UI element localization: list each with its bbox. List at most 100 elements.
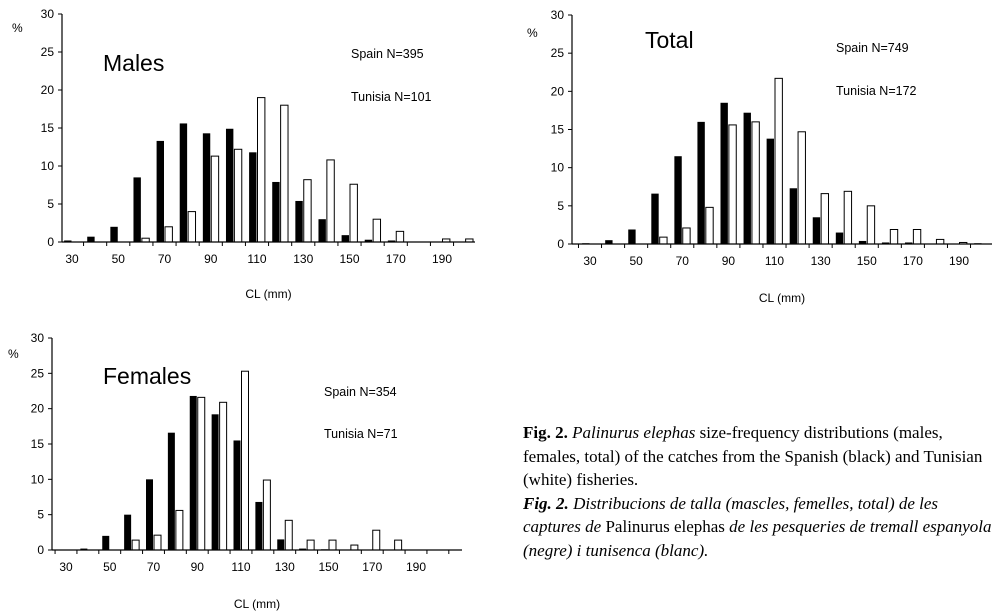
- y-tick-label: 0: [37, 543, 44, 557]
- bar-tunisia-120: [797, 131, 806, 245]
- bar-tunisia-160: [889, 228, 899, 245]
- bar-spain-90: [202, 133, 211, 242]
- bar-spain-40: [605, 240, 613, 244]
- bar-spain-60: [651, 193, 659, 244]
- bar-spain-70: [146, 479, 153, 550]
- y-tick-label: 30: [31, 331, 45, 345]
- caption-ca-label: Fig. 2.: [523, 493, 569, 513]
- x-tick-label: 110: [247, 252, 266, 266]
- bar-tunisia-140: [326, 159, 335, 243]
- bar-spain-70: [674, 156, 682, 244]
- y-tick-label: 5: [37, 508, 44, 522]
- bar-spain-120: [789, 188, 798, 244]
- bar-spain-60: [133, 177, 141, 242]
- spain-n-label: Spain N=749: [836, 41, 909, 55]
- bar-spain-50: [102, 535, 110, 550]
- bar-spain-30: [64, 240, 72, 242]
- x-tick-label: 30: [65, 252, 79, 266]
- x-tick-label: 130: [293, 252, 313, 266]
- y-tick-label: 10: [41, 159, 55, 173]
- y-tick-label: 25: [551, 46, 565, 60]
- bar-tunisia-70: [682, 227, 691, 245]
- bar-spain-140: [835, 232, 844, 244]
- bar-tunisia-110: [241, 370, 249, 551]
- x-tick-label: 30: [583, 254, 597, 268]
- x-tick-label: 30: [59, 560, 73, 574]
- bar-spain-100: [211, 414, 219, 550]
- bar-tunisia-170: [372, 529, 381, 551]
- bar-tunisia-110: [774, 77, 783, 245]
- bar-spain-120: [255, 501, 263, 550]
- x-tick-label: 50: [103, 560, 117, 574]
- bar-spain-90: [189, 395, 197, 550]
- y-tick-label: 30: [551, 8, 565, 22]
- y-tick-label: 15: [41, 121, 55, 135]
- x-tick-label: 170: [362, 560, 382, 574]
- x-tick-label: 50: [629, 254, 643, 268]
- caption-en-label: Fig. 2.: [523, 423, 568, 442]
- y-axis-label: %: [8, 347, 19, 361]
- spain-n-label: Spain N=354: [324, 385, 397, 399]
- x-tick-label: 150: [339, 252, 359, 266]
- spain-n-label: Spain N=395: [351, 47, 424, 61]
- bar-spain-140: [318, 219, 326, 242]
- y-tick-label: 15: [551, 123, 565, 137]
- bar-tunisia-120: [262, 479, 271, 551]
- y-tick-label: 25: [41, 45, 55, 59]
- bar-spain-100: [225, 128, 234, 242]
- bar-spain-130: [295, 200, 303, 242]
- caption-ca-species: Palinurus elephas: [605, 517, 725, 536]
- bar-tunisia-130: [284, 519, 293, 551]
- y-tick-label: 10: [551, 161, 565, 175]
- bar-spain-50: [628, 229, 636, 244]
- chart-title: Females: [103, 363, 191, 389]
- y-tick-label: 20: [551, 84, 565, 98]
- bar-spain-170: [904, 242, 913, 244]
- x-tick-label: 70: [147, 560, 161, 574]
- x-tick-label: 190: [406, 560, 426, 574]
- bar-tunisia-90: [210, 155, 220, 243]
- y-axis-label: %: [12, 21, 23, 35]
- bar-spain-110: [249, 152, 257, 242]
- bar-tunisia-150: [328, 539, 337, 551]
- x-tick-label: 90: [191, 560, 205, 574]
- caption-english: Fig. 2. Palinurus elephas size-frequency…: [523, 421, 993, 492]
- bar-spain-110: [233, 440, 241, 550]
- bar-spain-170: [387, 240, 396, 242]
- x-tick-label: 150: [857, 254, 877, 268]
- bar-tunisia-180: [394, 539, 403, 551]
- bar-spain-40: [80, 548, 88, 550]
- figure-caption: Fig. 2. Palinurus elephas size-frequency…: [523, 421, 993, 562]
- bar-spain-90: [720, 102, 728, 245]
- y-tick-label: 5: [557, 199, 564, 213]
- x-tick-label: 190: [432, 252, 452, 266]
- caption-ca-text-2: de les pesqueries de tremall espanyola (…: [523, 517, 992, 560]
- males-chart: 0 5 10 15 20 25 30 30 50 70 90 110 130 150 170 190% CL (…: [12, 7, 475, 301]
- bar-tunisia-90: [728, 124, 737, 245]
- y-tick-label: 20: [41, 83, 55, 97]
- bar-spain-60: [124, 514, 132, 550]
- x-tick-label: 50: [112, 252, 126, 266]
- bar-tunisia-80: [187, 211, 197, 243]
- x-axis-label: CL (mm): [759, 291, 805, 305]
- bar-spain-40: [87, 236, 95, 242]
- bar-tunisia-100: [751, 121, 760, 245]
- bar-tunisia-100: [219, 401, 228, 551]
- bar-tunisia-140: [306, 539, 315, 551]
- x-tick-label: 110: [231, 560, 250, 574]
- y-tick-label: 5: [47, 197, 54, 211]
- bar-tunisia-80: [705, 206, 714, 245]
- bar-tunisia-140: [843, 190, 853, 245]
- bar-tunisia-170: [912, 228, 922, 245]
- bar-tunisia-60: [131, 539, 140, 551]
- bar-tunisia-70: [164, 226, 173, 243]
- x-tick-label: 70: [676, 254, 690, 268]
- chart-title: Males: [103, 50, 164, 76]
- caption-catalan: Fig. 2. Distribucions de talla (mascles,…: [523, 492, 993, 563]
- x-tick-label: 110: [765, 254, 784, 268]
- bar-tunisia-110: [257, 97, 266, 243]
- x-tick-label: 170: [386, 252, 406, 266]
- y-tick-label: 0: [557, 237, 564, 251]
- total-chart: 0 5 10 15 20 25 30 30 50 70 90 110 130 150 170 190% CL (…: [527, 8, 992, 305]
- y-tick-label: 20: [31, 402, 45, 416]
